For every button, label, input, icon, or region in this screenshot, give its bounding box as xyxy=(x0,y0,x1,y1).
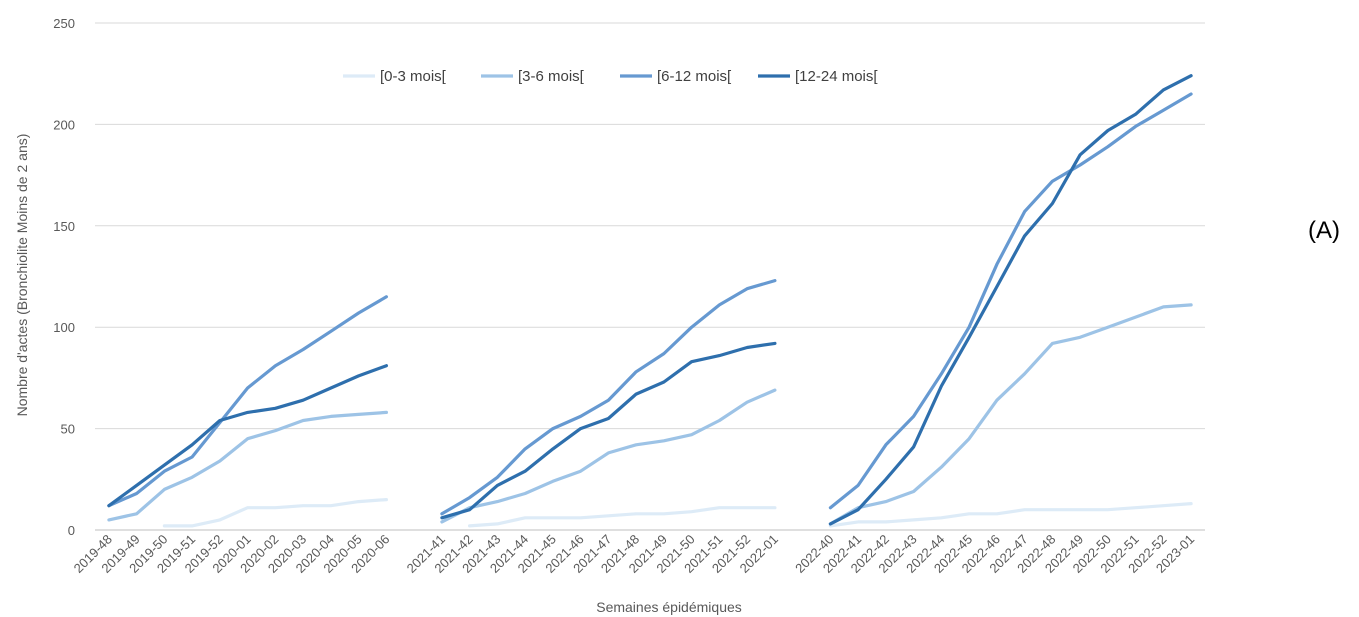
legend-label: [12-24 mois[ xyxy=(795,68,878,85)
series-line xyxy=(107,364,388,508)
series-line xyxy=(468,506,777,528)
legend-label: [6-12 mois[ xyxy=(657,68,732,85)
series-line xyxy=(828,74,1193,526)
y-tick-label: 200 xyxy=(53,117,75,132)
x-axis-ticks: 2019-482019-492019-502019-512019-522020-… xyxy=(71,532,1198,576)
series-line xyxy=(440,341,777,520)
y-tick-label: 100 xyxy=(53,320,75,335)
series-line xyxy=(440,388,777,524)
y-axis-ticks: 0 50 100 150 200 250 xyxy=(53,16,75,538)
y-axis-title: Nombre d'actes (Bronchiolite Moins de 2 … xyxy=(14,134,30,417)
y-tick-label: 0 xyxy=(68,523,75,538)
series-line xyxy=(828,303,1193,526)
series-lines xyxy=(107,74,1193,528)
legend: [0-3 mois[ [3-6 mois[ [6-12 mois[ [12-24 mo… xyxy=(343,68,878,85)
series-line xyxy=(440,279,777,516)
series-line xyxy=(162,498,388,528)
panel-label: (A) xyxy=(1308,217,1340,244)
x-axis-title: Semaines épidémiques xyxy=(596,599,742,615)
legend-label: [0-3 mois[ xyxy=(380,68,447,85)
series-line xyxy=(107,295,388,508)
series-line xyxy=(828,92,1193,510)
series-line xyxy=(107,410,388,522)
y-tick-label: 50 xyxy=(61,422,75,437)
series-line xyxy=(828,502,1193,528)
y-tick-label: 150 xyxy=(53,219,75,234)
gridlines xyxy=(95,22,1205,531)
legend-label: [3-6 mois[ xyxy=(518,68,585,85)
y-tick-label: 250 xyxy=(53,16,75,31)
